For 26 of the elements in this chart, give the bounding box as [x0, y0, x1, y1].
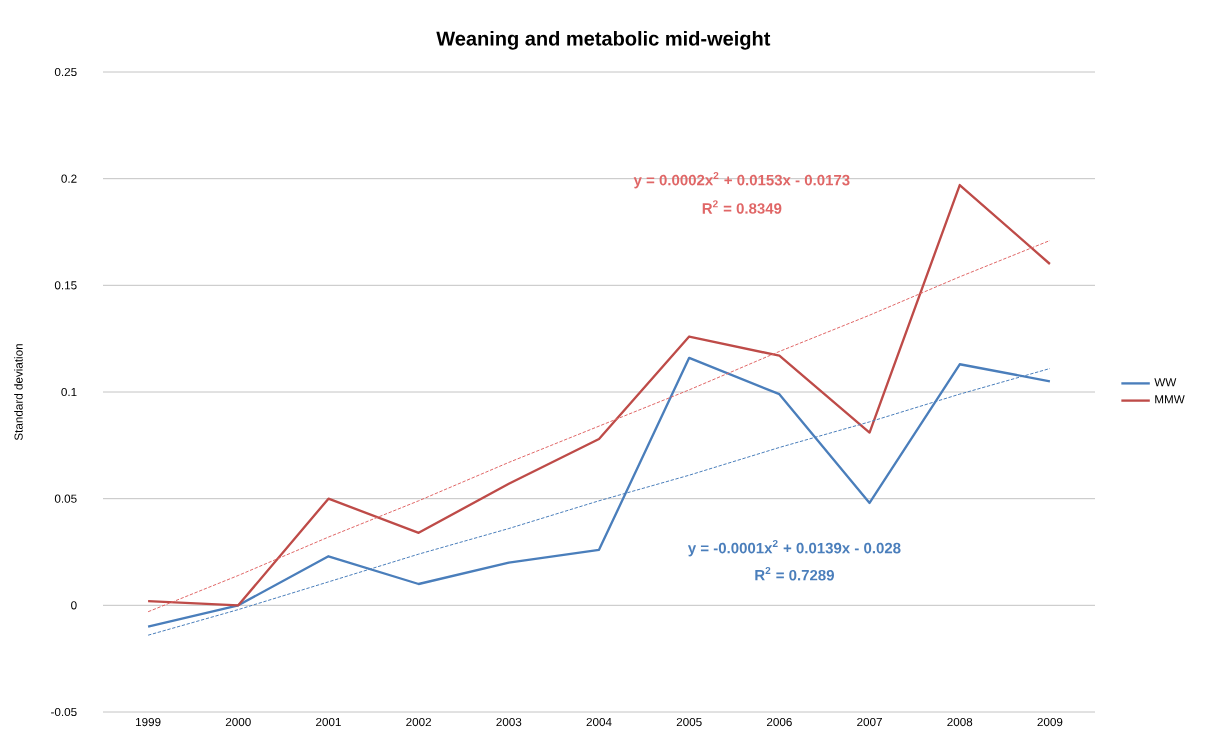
y-axis-title: Standard deviation	[14, 344, 23, 441]
y-tick-label: 0	[71, 601, 77, 610]
y-tick-label: 0.05	[54, 494, 77, 503]
y-tick-label: 0.1	[61, 387, 77, 397]
y-tick-label: 0.2	[61, 174, 77, 183]
legend-label: MMW	[1155, 395, 1185, 404]
x-tick-label: 1999	[136, 717, 161, 727]
legend-label: WW	[1154, 378, 1177, 387]
annotation: y = -0.0001x$^{2}$ + 0.0139x - 0.028	[687, 539, 901, 557]
x-tick-label: 2004	[586, 717, 612, 727]
x-tick-label: 2003	[496, 717, 522, 727]
annotation: R$^{2}$ = 0.8349	[702, 200, 782, 214]
y-tick-label: -0.05	[51, 707, 77, 717]
y-tick-label: 0.15	[54, 281, 77, 290]
x-tick-label: 2001	[316, 717, 341, 727]
x-tick-label: 2002	[406, 717, 432, 727]
x-tick-label: 2009	[1037, 717, 1063, 727]
x-tick-label: 2006	[766, 717, 792, 727]
x-tick-label: 2000	[225, 717, 251, 727]
chart-title: Weaning and metabolic mid-weight	[436, 30, 771, 50]
x-tick-label: 2005	[676, 717, 702, 727]
x-tick-label: 2008	[947, 717, 973, 727]
annotation: y = 0.0002x$^{2}$ + 0.0153x - 0.0173	[633, 171, 850, 189]
annotation: R$^{2}$ = 0.7289	[755, 567, 834, 581]
y-tick-label: 0.25	[54, 67, 77, 77]
x-tick-label: 2007	[857, 717, 882, 727]
